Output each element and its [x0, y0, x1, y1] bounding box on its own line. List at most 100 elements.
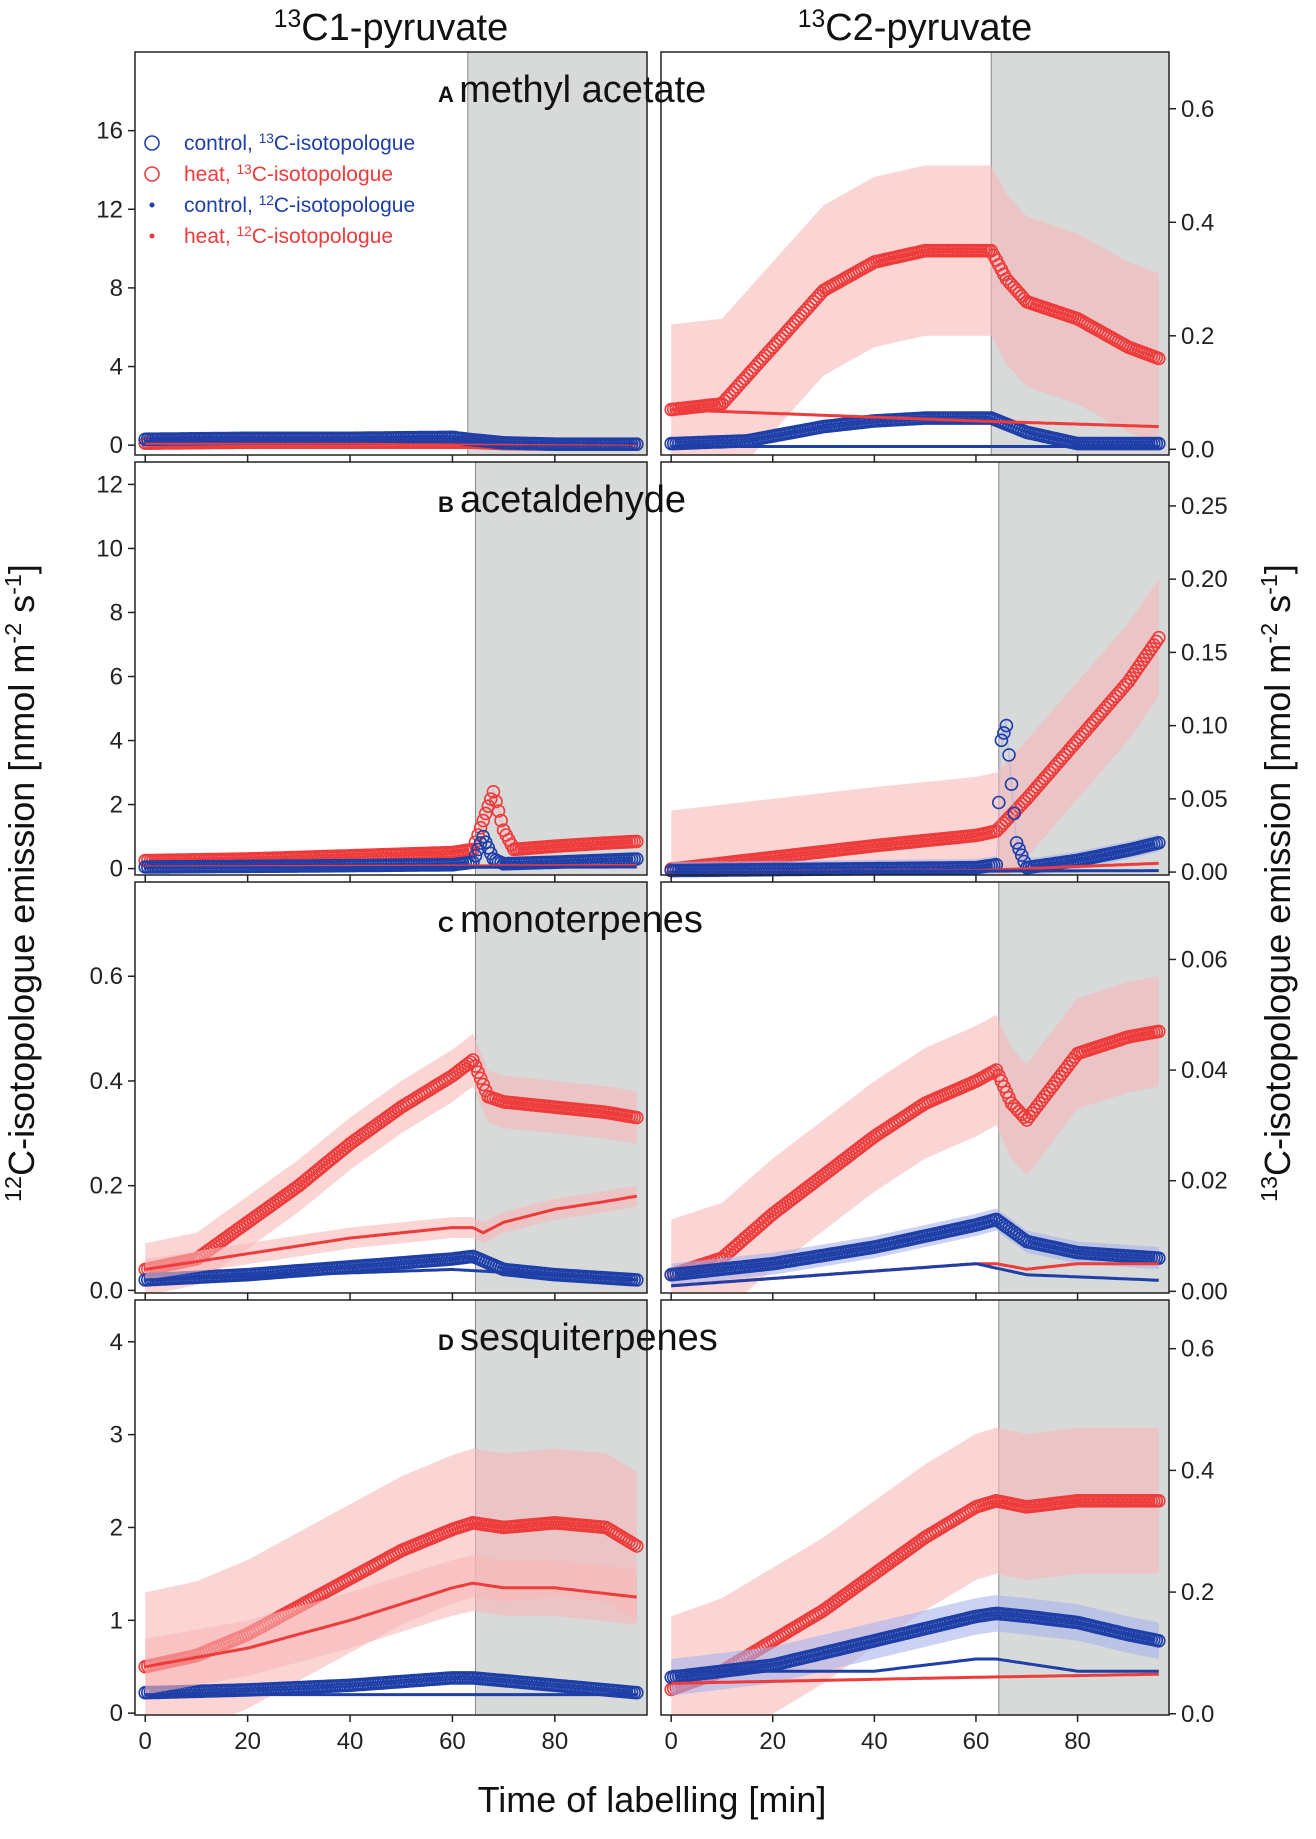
marker-heat_13C [476, 813, 491, 828]
y-tick-label: 0.0 [90, 1277, 123, 1304]
y-tick-label: 8 [110, 599, 123, 626]
text-part: C2-pyruvate [825, 7, 1032, 49]
panel-title-text: sesquiterpenes [460, 1317, 718, 1359]
legend-symbol [149, 233, 155, 239]
marker-control_13C [994, 733, 1009, 748]
superscript: 13 [259, 131, 274, 146]
y-tick-label: 0.6 [1181, 1336, 1214, 1363]
superscript: 12 [0, 1176, 26, 1202]
dark-period-shading [475, 462, 647, 875]
text-part: heat, [184, 225, 237, 248]
y-tick-label: 1 [110, 1607, 123, 1634]
panel-letter: A [438, 82, 459, 107]
subplot-right: 0.00 0.02 0.04 0.06 [660, 881, 1228, 1305]
marker-control_13C [1152, 835, 1166, 850]
marker-heat_13C [473, 820, 488, 835]
marker-heat_13C [1152, 351, 1166, 366]
x-tick-label: 80 [541, 1728, 568, 1755]
marker-control_13C [1014, 848, 1029, 863]
marker-heat_13C [1152, 630, 1166, 645]
marker-heat_13C [486, 784, 501, 799]
x-tick-label: 20 [234, 1728, 261, 1755]
subplot-left: 0 4 8 12 16 [96, 51, 648, 462]
marker-heat_13C [1152, 1494, 1166, 1508]
y-axis-title-left: 12C-isotopologue emission [nmol m-2 s-1] [0, 564, 42, 1202]
trace-heat_12C [671, 408, 1159, 429]
panel-letter: B [438, 492, 460, 517]
y-tick-label: 0.25 [1181, 493, 1228, 520]
panel-letter: C [438, 912, 460, 937]
marker-control_13C [629, 1685, 644, 1700]
y-tick-label: 0.20 [1181, 566, 1228, 593]
subplot-right: 0.0 0.2 0.4 0.6 0 20 40 60 80 [660, 1299, 1214, 1755]
plot-frame [660, 51, 1170, 456]
marker-heat_13C [491, 804, 506, 818]
marker-heat_13C [629, 834, 644, 849]
text-part: C1-pyruvate [301, 7, 508, 49]
marker-heat_13C [1152, 1024, 1166, 1039]
panel-title: A methyl acetate [438, 69, 706, 111]
legend-label: heat, 12C-isotopologue [184, 224, 393, 249]
legend-label: control, 12C-isotopologue [184, 193, 415, 218]
superscript: 13 [798, 6, 825, 33]
error-band-heat_12C [145, 1555, 637, 1695]
panel-C: 0.0 0.2 0.4 0.6 0.00 0.02 0.04 0.06 C monoterpen… [90, 881, 1228, 1305]
superscript: 13 [274, 6, 301, 33]
y-tick-label: 0.04 [1181, 1057, 1228, 1084]
text-part: C-isotopologue emission [nmol m [1257, 644, 1298, 1176]
y-tick-label: 12 [96, 196, 123, 223]
marker-heat_13C [478, 806, 493, 821]
panel-title: B acetaldehyde [438, 479, 686, 521]
superscript: -1 [1256, 574, 1282, 595]
subplot-right: 0.0 0.2 0.4 0.6 [660, 51, 1214, 463]
y-tick-label: 12 [96, 471, 123, 498]
x-tick-label: 60 [963, 1728, 990, 1755]
y-axis-title-right: 13C-isotopologue emission [nmol m-2 s-1] [1256, 564, 1298, 1202]
marker-heat_13C [478, 1083, 493, 1098]
plot-frame [134, 881, 648, 1294]
y-tick-label: 0.02 [1181, 1168, 1228, 1195]
panel-title-text: acetaldehyde [460, 479, 686, 521]
marker-control_13C [1009, 835, 1024, 850]
marker-heat_13C [629, 1110, 644, 1125]
trace-control_12C [671, 1262, 1159, 1288]
y-tick-label: 0.6 [1181, 96, 1214, 123]
marker-control_13C [999, 718, 1014, 733]
y-tick-label: 0.2 [1181, 1579, 1214, 1606]
trace-heat_12C [671, 1672, 1159, 1685]
x-tick-label: 80 [1064, 1728, 1091, 1755]
text-part: control, [184, 132, 259, 155]
x-tick-label: 20 [759, 1728, 786, 1755]
plot-frame [660, 881, 1170, 1294]
trace-control_12C [145, 439, 637, 445]
y-tick-label: 0 [110, 1700, 123, 1727]
trace-heat_12C [144, 1194, 638, 1271]
marker-heat_13C [1134, 656, 1148, 671]
text-part: C-isotopologue [252, 225, 393, 248]
y-tick-label: 0.2 [90, 1173, 123, 1200]
y-tick-label: 0.10 [1181, 713, 1228, 740]
error-band-heat_13C [671, 976, 1159, 1293]
marker-heat_13C [1147, 638, 1161, 652]
subplot-left: 0 2 4 6 8 10 12 [96, 461, 648, 883]
marker-heat_13C [473, 1071, 488, 1086]
subplot-right: 0.00 0.05 0.10 0.15 0.20 0.25 [660, 461, 1228, 886]
marker-heat_13C [1017, 1110, 1031, 1124]
y-tick-label: 16 [96, 118, 123, 145]
x-axis-title: Time of labelling [min] [478, 1779, 827, 1820]
y-tick-label: 4 [110, 354, 123, 381]
superscript: 13 [237, 162, 252, 177]
y-tick-label: 0 [110, 432, 123, 459]
marker-control_13C [468, 848, 483, 863]
marker-control_13C [1152, 436, 1166, 451]
panel-A: 0 4 8 12 16 0.0 0.2 0.4 0.6 A methyl acetate [96, 51, 1214, 463]
marker-heat_13C [629, 1539, 644, 1553]
marker-control_13C [1152, 1634, 1166, 1648]
trace-control_12C [145, 865, 637, 870]
legend-symbol [144, 166, 160, 182]
text-part: C-isotopologue [274, 132, 415, 155]
marker-control_13C [1002, 748, 1016, 762]
legend-label: heat, 13C-isotopologue [184, 162, 393, 187]
panel-title: C monoterpenes [438, 899, 703, 941]
y-tick-label: 0.05 [1181, 786, 1228, 813]
